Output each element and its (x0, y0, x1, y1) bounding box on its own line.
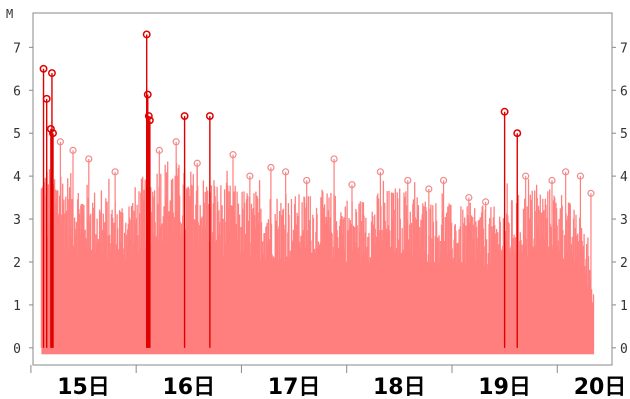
peak-marker (69, 146, 77, 154)
x-tick-label: 20日 (574, 375, 627, 399)
base-band (41, 345, 595, 355)
y-tick-label-left: 3 (13, 213, 21, 228)
peak-marker (522, 172, 530, 180)
y-tick-label-right: 4 (620, 170, 628, 185)
y-tick-label-left: 6 (13, 84, 21, 99)
y-tick-label-right: 3 (620, 213, 628, 228)
peak-marker (548, 176, 556, 185)
event-marker (145, 116, 154, 125)
x-tick-label: 18日 (373, 375, 426, 399)
event-marker (180, 112, 189, 120)
event-marker (142, 30, 151, 39)
peak-marker (348, 181, 356, 189)
x-tick-label: 17日 (268, 375, 321, 399)
peak-marker (56, 138, 64, 146)
peak-marker (404, 176, 412, 185)
peak-marker (111, 168, 119, 176)
event-marker (143, 90, 152, 99)
y-tick-label-left: 7 (13, 41, 21, 56)
peak-marker (576, 172, 585, 180)
plot-frame (32, 12, 613, 366)
y-tick-label-left: 0 (13, 342, 21, 357)
x-tick-label: 15日 (57, 375, 110, 399)
y-tick-label-left: 1 (13, 299, 21, 314)
y-tick-label-left: 5 (13, 127, 21, 142)
y-tick-label-right: 2 (620, 256, 628, 271)
peak-marker (439, 176, 448, 185)
x-tick-label: 19日 (478, 375, 531, 399)
peak-marker (282, 168, 290, 176)
y-tick-label-right: 5 (620, 127, 628, 142)
peak-marker (303, 176, 311, 185)
y-tick-label-right: 1 (620, 299, 628, 314)
event-marker (47, 69, 56, 78)
event-marker (46, 124, 55, 133)
event-marker (144, 112, 153, 120)
y-tick-label-right: 6 (620, 84, 628, 99)
event-marker (39, 64, 48, 73)
x-tick-label: 16日 (162, 375, 215, 399)
event-marker (42, 94, 51, 103)
peak-marker (85, 155, 93, 163)
event-marker (513, 129, 522, 138)
peak-marker (246, 172, 254, 180)
peak-marker (193, 159, 201, 167)
event-marker (500, 107, 509, 116)
peak-marker (562, 168, 570, 176)
peak-marker (229, 151, 237, 159)
bars-layer (40, 138, 595, 355)
peak-marker (465, 193, 473, 202)
peak-marker (267, 163, 275, 172)
y-tick-label-left: 2 (13, 256, 21, 271)
y-tick-label-right: 0 (620, 342, 628, 357)
peak-marker (376, 168, 384, 176)
peak-marker (155, 146, 163, 154)
peak-marker (482, 198, 490, 206)
event-marker (49, 129, 57, 138)
peak-marker (330, 155, 338, 163)
event-marker (205, 112, 214, 120)
highlight-layer (39, 30, 522, 348)
y-tick-label-right: 7 (620, 41, 628, 56)
y-tick-label-left: 4 (13, 170, 21, 185)
y-unit-label: M (6, 7, 13, 21)
peak-marker (587, 189, 595, 197)
axes-layer: 0 0 1 1 2 2 3 3 4 4 5 5 6 6 7 7 15日 16日 17日 18日 19日 20日 (13, 41, 628, 399)
peak-marker (425, 185, 433, 193)
peak-marker (172, 138, 180, 146)
